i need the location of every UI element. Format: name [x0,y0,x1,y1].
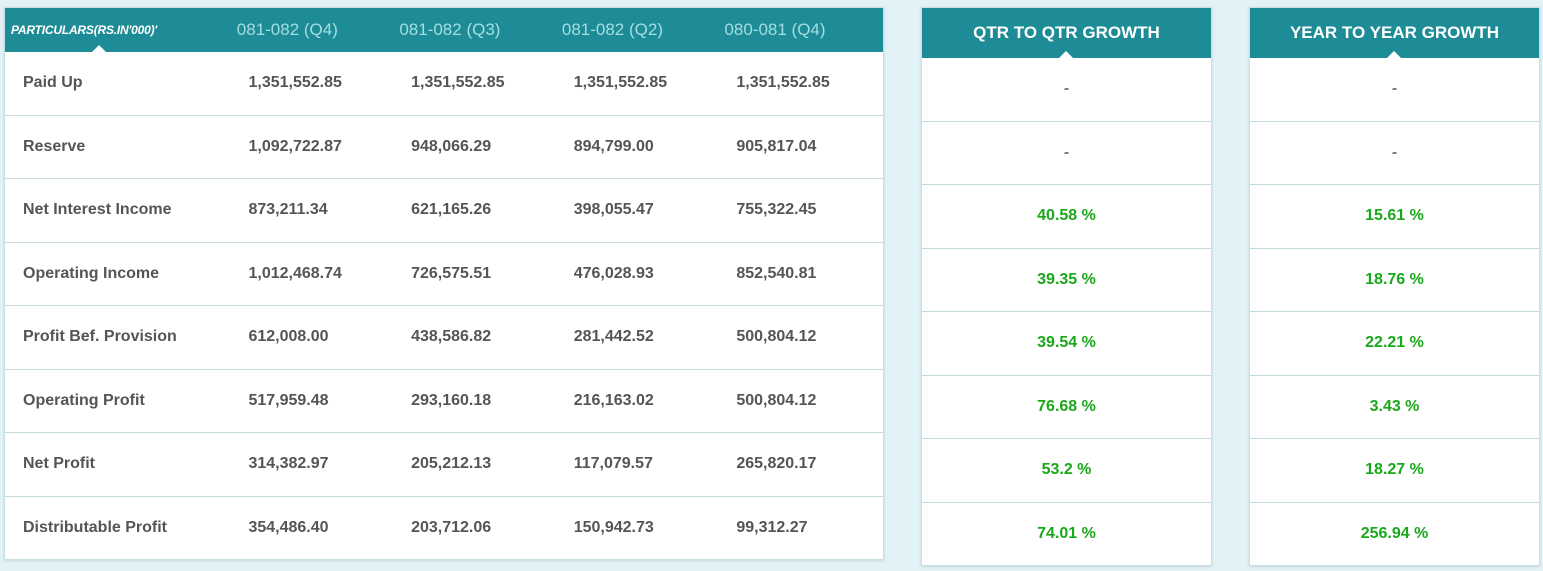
row-label: Net Interest Income [23,201,172,219]
table-header: PARTICULARS(RS.IN'000)' 081-082 (Q4) 081… [5,8,883,53]
table-row: Net Interest Income 873,211.34 621,165.2… [5,179,883,243]
row-value: 205,212.13 [411,455,492,473]
yoy-growth-title: YEAR TO YEAR GROWTH [1289,23,1500,42]
growth-row: 22.21 % [1250,312,1539,376]
growth-row: 76.68 % [922,376,1211,439]
row-value: 216,163.02 [573,391,654,409]
growth-value: 3.43 % [1369,397,1420,415]
growth-value: 39.35 % [1037,270,1096,288]
growth-value: - [1391,80,1398,98]
table-row: Paid Up 1,351,552.85 1,351,552.85 1,351,… [5,52,883,116]
row-value: 203,712.06 [411,519,492,537]
growth-value: 39.54 % [1037,334,1096,352]
row-value: 438,586.82 [411,328,492,346]
period-header-2[interactable]: 081-082 (Q3) [399,20,501,39]
growth-value: 74.01 % [1037,525,1096,543]
row-value: 755,322.45 [736,201,817,219]
growth-row: 39.54 % [922,312,1211,376]
growth-value: 15.61 % [1365,207,1424,225]
row-value: 612,008.00 [248,328,329,346]
row-value: 265,820.17 [736,455,817,473]
row-value: 117,079.57 [573,455,653,473]
growth-value: - [1391,143,1398,161]
row-value: 1,351,552.85 [411,74,505,92]
row-value: 476,028.93 [573,264,654,282]
row-value: 1,092,722.87 [248,137,342,155]
table-row: Profit Bef. Provision 612,008.00 438,586… [5,306,883,370]
growth-value: 76.68 % [1037,397,1096,415]
row-label: Profit Bef. Provision [23,328,177,346]
growth-value: - [1063,143,1070,161]
growth-row: - [1250,58,1539,122]
row-value: 1,351,552.85 [736,74,830,92]
yoy-growth-header: YEAR TO YEAR GROWTH [1250,8,1539,59]
growth-value: - [1063,80,1070,98]
period-header-4[interactable]: 080-081 (Q4) [724,20,826,39]
row-value: 873,211.34 [248,201,328,219]
row-value: 894,799.00 [573,137,654,155]
row-value: 500,804.12 [736,391,817,409]
particulars-header: PARTICULARS(RS.IN'000)' [11,23,158,37]
growth-row: - [922,122,1211,185]
row-value: 1,012,468.74 [248,264,342,282]
row-label: Net Profit [23,455,95,473]
growth-value: 53.2 % [1041,461,1092,479]
growth-row: 74.01 % [922,503,1211,566]
row-value: 150,942.73 [573,519,654,537]
row-value: 517,959.48 [248,391,329,409]
table-row: Reserve 1,092,722.87 948,066.29 894,799.… [5,116,883,179]
growth-row: - [1250,122,1539,185]
qtr-growth-title: QTR TO QTR GROWTH [973,23,1160,42]
row-label: Reserve [23,137,86,155]
growth-row: 53.2 % [922,439,1211,503]
financial-table: PARTICULARS(RS.IN'000)' 081-082 (Q4) 081… [4,7,884,560]
growth-value: 18.76 % [1365,270,1424,288]
row-value: 99,312.27 [736,519,808,537]
qtr-growth-header: QTR TO QTR GROWTH [922,8,1211,59]
growth-row: - [922,58,1211,122]
row-label: Distributable Profit [23,519,168,537]
table-row: Operating Profit 517,959.48 293,160.18 2… [5,370,883,433]
growth-row: 40.58 % [922,185,1211,249]
row-value: 852,540.81 [736,264,817,282]
growth-row: 18.27 % [1250,439,1539,503]
row-label: Operating Profit [23,391,145,409]
row-value: 398,055.47 [573,201,654,219]
growth-row: 256.94 % [1250,503,1539,566]
row-value: 621,165.26 [411,201,492,219]
row-value: 293,160.18 [411,391,492,409]
yoy-growth-body: - - 15.61 % 18.76 % 22.21 % 3.43 % 18.27… [1250,58,1539,566]
qtr-growth-panel: QTR TO QTR GROWTH - - 40.58 % 39.35 % 39… [921,7,1212,566]
row-value: 948,066.29 [411,137,492,155]
growth-row: 39.35 % [922,249,1211,312]
table-body: Paid Up 1,351,552.85 1,351,552.85 1,351,… [5,52,883,560]
row-value: 1,351,552.85 [248,74,342,92]
growth-row: 3.43 % [1250,376,1539,439]
row-value: 726,575.51 [411,264,492,282]
period-header-1[interactable]: 081-082 (Q4) [236,20,338,39]
row-value: 281,442.52 [573,328,654,346]
growth-value: 256.94 % [1360,525,1429,543]
yoy-growth-panel: YEAR TO YEAR GROWTH - - 15.61 % 18.76 % … [1249,7,1540,566]
row-value: 1,351,552.85 [573,74,668,92]
row-label: Paid Up [23,74,83,92]
row-value: 500,804.12 [736,328,817,346]
growth-value: 22.21 % [1365,334,1424,352]
table-row: Net Profit 314,382.97 205,212.13 117,079… [5,433,883,497]
growth-row: 18.76 % [1250,249,1539,312]
table-row: Operating Income 1,012,468.74 726,575.51… [5,243,883,306]
growth-value: 40.58 % [1037,207,1096,225]
row-value: 905,817.04 [736,137,817,155]
table-row: Distributable Profit 354,486.40 203,712.… [5,497,883,560]
row-value: 314,382.97 [248,455,329,473]
period-header-3[interactable]: 081-082 (Q2) [561,20,663,39]
growth-row: 15.61 % [1250,185,1539,249]
qtr-growth-body: - - 40.58 % 39.35 % 39.54 % 76.68 % 53.2… [922,58,1211,566]
row-value: 354,486.40 [248,519,329,537]
growth-value: 18.27 % [1365,461,1424,479]
row-label: Operating Income [23,264,160,282]
